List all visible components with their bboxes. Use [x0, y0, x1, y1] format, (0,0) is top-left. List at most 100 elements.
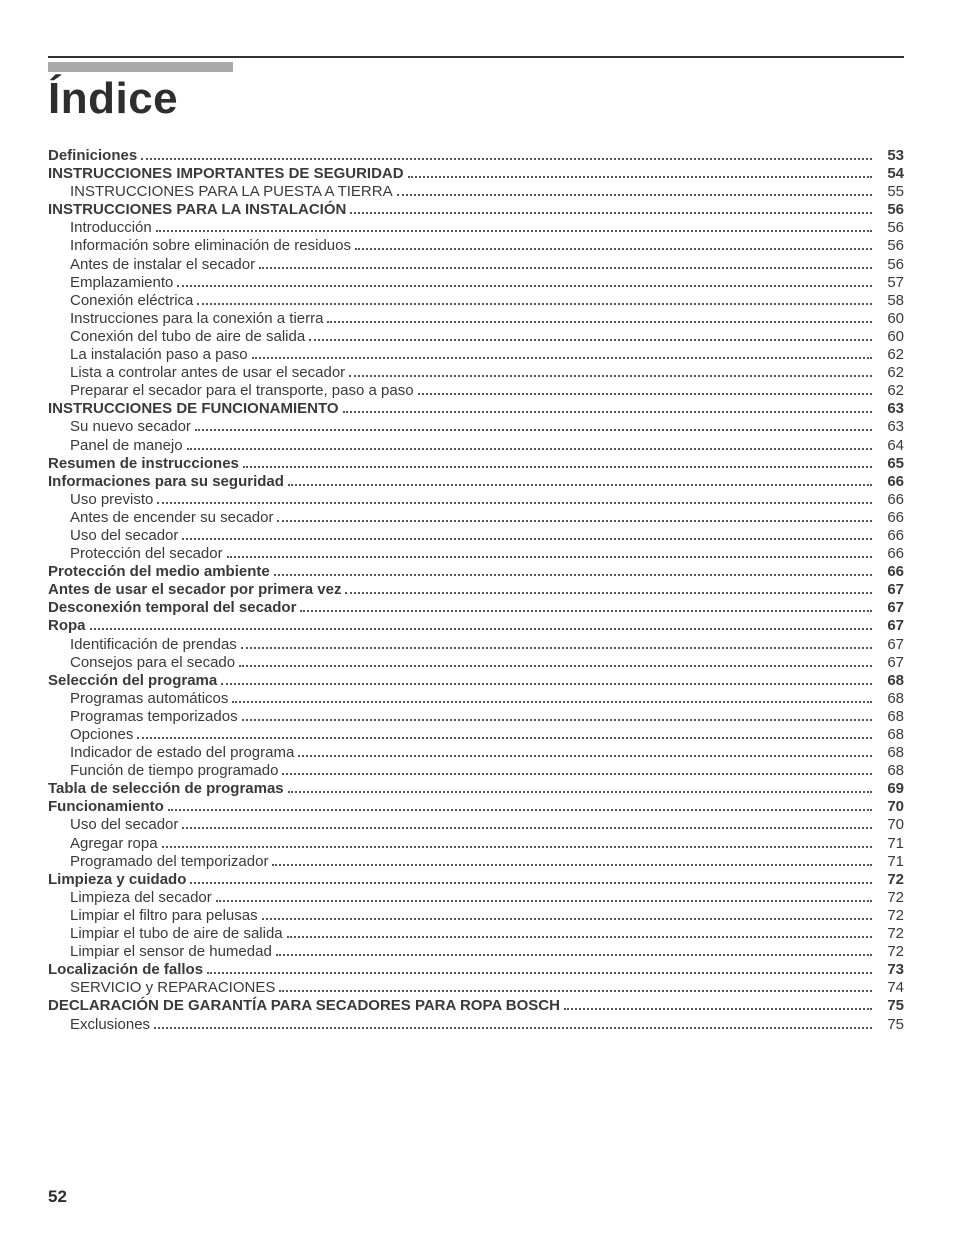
toc-leader-dots: [177, 285, 872, 287]
toc-label: Instrucciones para la conexión a tierra: [70, 311, 323, 326]
toc-label: Uso previsto: [70, 492, 153, 507]
toc-page: 63: [878, 419, 904, 434]
toc-label: INSTRUCCIONES PARA LA PUESTA A TIERRA: [70, 184, 393, 199]
toc-label: Resumen de instrucciones: [48, 456, 239, 471]
toc-row: DECLARACIÓN DE GARANTÍA PARA SECADORES P…: [48, 998, 904, 1013]
toc-leader-dots: [141, 158, 872, 160]
toc-row: Antes de encender su secador66: [48, 510, 904, 525]
toc-leader-dots: [187, 448, 872, 450]
toc-row: La instalación paso a paso62: [48, 347, 904, 362]
toc-leader-dots: [279, 990, 872, 992]
toc-row: Su nuevo secador63: [48, 419, 904, 434]
toc-label: Tabla de selección de programas: [48, 781, 284, 796]
toc-page: 68: [878, 763, 904, 778]
toc-leader-dots: [197, 303, 872, 305]
toc-label: Emplazamiento: [70, 275, 173, 290]
toc-label: Opciones: [70, 727, 133, 742]
toc-page: 62: [878, 383, 904, 398]
toc-page: 64: [878, 438, 904, 453]
toc-page: 56: [878, 238, 904, 253]
toc-leader-dots: [564, 1008, 872, 1010]
toc-row: Lista a controlar antes de usar el secad…: [48, 365, 904, 380]
toc-row: Selección del programa 68: [48, 673, 904, 688]
toc-row: Limpiar el tubo de aire de salida72: [48, 926, 904, 941]
toc-leader-dots: [276, 954, 872, 956]
page-number: 52: [48, 1187, 67, 1207]
toc-leader-dots: [282, 773, 872, 775]
toc-row: Definiciones53: [48, 148, 904, 163]
toc-label: Función de tiempo programado: [70, 763, 278, 778]
toc-row: Programas automáticos68: [48, 691, 904, 706]
toc-row: INSTRUCCIONES IMPORTANTES DE SEGURIDAD54: [48, 166, 904, 181]
toc-row: Limpiar el sensor de humedad72: [48, 944, 904, 959]
toc-label: DECLARACIÓN DE GARANTÍA PARA SECADORES P…: [48, 998, 560, 1013]
toc-leader-dots: [288, 791, 872, 793]
toc-row: Uso del secador70: [48, 817, 904, 832]
toc-leader-dots: [343, 411, 872, 413]
toc-page: 62: [878, 347, 904, 362]
toc-leader-dots: [309, 339, 872, 341]
toc-leader-dots: [216, 900, 872, 902]
toc-row: Instrucciones para la conexión a tierra6…: [48, 311, 904, 326]
toc-leader-dots: [287, 936, 872, 938]
toc-leader-dots: [157, 502, 872, 504]
toc-page: 60: [878, 329, 904, 344]
toc-leader-dots: [355, 248, 872, 250]
toc-page: 66: [878, 528, 904, 543]
toc-label: Exclusiones: [70, 1017, 150, 1032]
toc-page: 58: [878, 293, 904, 308]
toc-row: Agregar ropa71: [48, 836, 904, 851]
toc-leader-dots: [241, 647, 872, 649]
page-title: Índice: [48, 74, 904, 124]
toc-row: Preparar el secador para el transporte, …: [48, 383, 904, 398]
toc-leader-dots: [274, 574, 872, 576]
toc-leader-dots: [288, 484, 872, 486]
toc-label: Programas temporizados: [70, 709, 238, 724]
toc-page: 68: [878, 673, 904, 688]
toc-page: 72: [878, 890, 904, 905]
toc-page: 72: [878, 944, 904, 959]
toc-label: Uso del secador: [70, 528, 178, 543]
toc-leader-dots: [182, 538, 872, 540]
toc-page: 66: [878, 492, 904, 507]
toc-row: Localización de fallos73: [48, 962, 904, 977]
toc-page: 70: [878, 799, 904, 814]
toc-row: Consejos para el secado67: [48, 655, 904, 670]
toc-page: 72: [878, 908, 904, 923]
toc-page: 66: [878, 564, 904, 579]
toc-page: 62: [878, 365, 904, 380]
toc-label: Agregar ropa: [70, 836, 158, 851]
toc-row: Conexión del tubo de aire de salida60: [48, 329, 904, 344]
toc-leader-dots: [156, 230, 872, 232]
toc-page: 69: [878, 781, 904, 796]
toc-leader-dots: [408, 176, 872, 178]
toc-label: INSTRUCCIONES IMPORTANTES DE SEGURIDAD: [48, 166, 404, 181]
toc-leader-dots: [90, 628, 873, 630]
toc-leader-dots: [277, 520, 872, 522]
table-of-contents: Definiciones53 INSTRUCCIONES IMPORTANTES …: [48, 148, 904, 1032]
toc-page: 63: [878, 401, 904, 416]
toc-label: INSTRUCCIONES DE FUNCIONAMIENTO: [48, 401, 339, 416]
toc-page: 55: [878, 184, 904, 199]
toc-row: Panel de manejo64: [48, 438, 904, 453]
toc-row: Protección del medio ambiente66: [48, 564, 904, 579]
toc-leader-dots: [182, 827, 872, 829]
toc-page: 67: [878, 582, 904, 597]
toc-label: Selección del programa: [48, 673, 217, 688]
toc-row: Programado del temporizador71: [48, 854, 904, 869]
toc-row: Funcionamiento70: [48, 799, 904, 814]
toc-leader-dots: [262, 918, 872, 920]
toc-label: Programado del temporizador: [70, 854, 268, 869]
toc-label: Introducción: [70, 220, 152, 235]
toc-row: Limpiar el filtro para pelusas72: [48, 908, 904, 923]
toc-leader-dots: [252, 357, 872, 359]
toc-label: SERVICIO y REPARACIONES: [70, 980, 275, 995]
toc-label: Programas automáticos: [70, 691, 228, 706]
toc-label: Antes de encender su secador: [70, 510, 273, 525]
toc-row: Limpieza y cuidado72: [48, 872, 904, 887]
toc-row: Introducción56: [48, 220, 904, 235]
toc-label: Localización de fallos: [48, 962, 203, 977]
toc-page: 66: [878, 474, 904, 489]
toc-row: INSTRUCCIONES DE FUNCIONAMIENTO 63: [48, 401, 904, 416]
toc-leader-dots: [350, 212, 872, 214]
